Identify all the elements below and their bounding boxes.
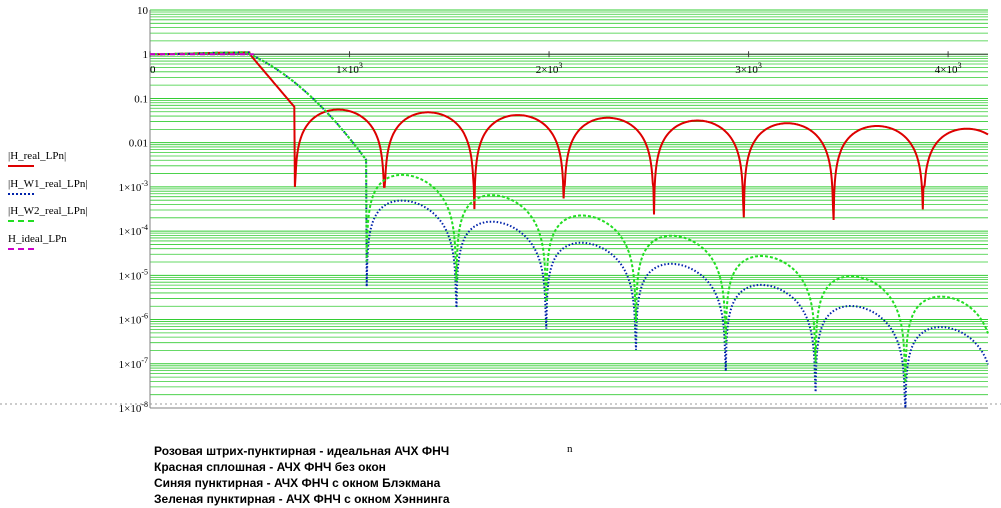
x-axis-label: n — [567, 443, 573, 455]
y-tick-label: 0.01 — [129, 138, 148, 150]
note-line: Розовая штрих-пунктирная - идеальная АЧХ… — [154, 444, 450, 458]
axes — [0, 10, 1001, 409]
legend-label: H_ideal_LPn — [8, 233, 67, 245]
legend-label: |H_real_LPn| — [8, 150, 67, 162]
x-tick-label: 2×103 — [536, 61, 563, 76]
y-tick-label: 1×10-6 — [119, 312, 148, 327]
y-tick-label: 10 — [137, 5, 149, 17]
legend-label: |H_W2_real_LPn| — [8, 205, 88, 217]
x-tick-label: 4×103 — [935, 61, 962, 76]
series-line — [150, 51, 989, 409]
legend-swatch — [8, 165, 34, 167]
x-tick-label: 0 — [150, 64, 156, 76]
y-tick-label: 1×10-5 — [119, 267, 148, 282]
series-group — [150, 51, 989, 409]
legend-item: H_ideal_LPn — [8, 233, 67, 256]
y-tick-label: 1×10-7 — [119, 356, 148, 371]
notes: Розовая штрих-пунктирная - идеальная АЧХ… — [154, 443, 450, 507]
legend-label: |H_W1_real_LPn| — [8, 178, 88, 190]
y-tick-label: 1×10-4 — [119, 223, 148, 238]
note-line: Зеленая пунктирная - АЧХ ФНЧ с окном Хэн… — [154, 492, 450, 506]
grid — [150, 9, 988, 409]
y-tick-label: 1 — [143, 49, 149, 61]
y-tick-label: 1×10-3 — [119, 179, 148, 194]
y-tick-label: 0.1 — [134, 93, 148, 105]
y-tick-label: 1×10-8 — [119, 400, 148, 415]
x-tick-label: 3×103 — [735, 61, 762, 76]
legend-item: |H_real_LPn| — [8, 150, 66, 173]
y-tick-labels: 10 1 0.1 0.01 1×10-3 1×10-4 1×10-5 1×10-6 1×10-7… — [119, 5, 149, 415]
x-tick-labels: 0 1×103 2×103 3×103 4×103 — [149, 51, 962, 76]
note-line: Красная сплошная - АЧХ ФНЧ без окон — [154, 460, 386, 474]
legend-swatch — [8, 220, 34, 222]
note-line: Синяя пунктирная - АЧХ ФНЧ с окном Блэкм… — [154, 476, 441, 490]
series-line — [150, 51, 989, 221]
x-tick-label: 1×103 — [336, 61, 363, 76]
legend-item: |H_W2_real_LPn| — [8, 205, 88, 228]
legend-swatch — [8, 193, 34, 195]
series-line — [150, 51, 989, 383]
legend-swatch — [8, 248, 34, 250]
legend-item: |H_W1_real_LPn| — [8, 178, 88, 201]
